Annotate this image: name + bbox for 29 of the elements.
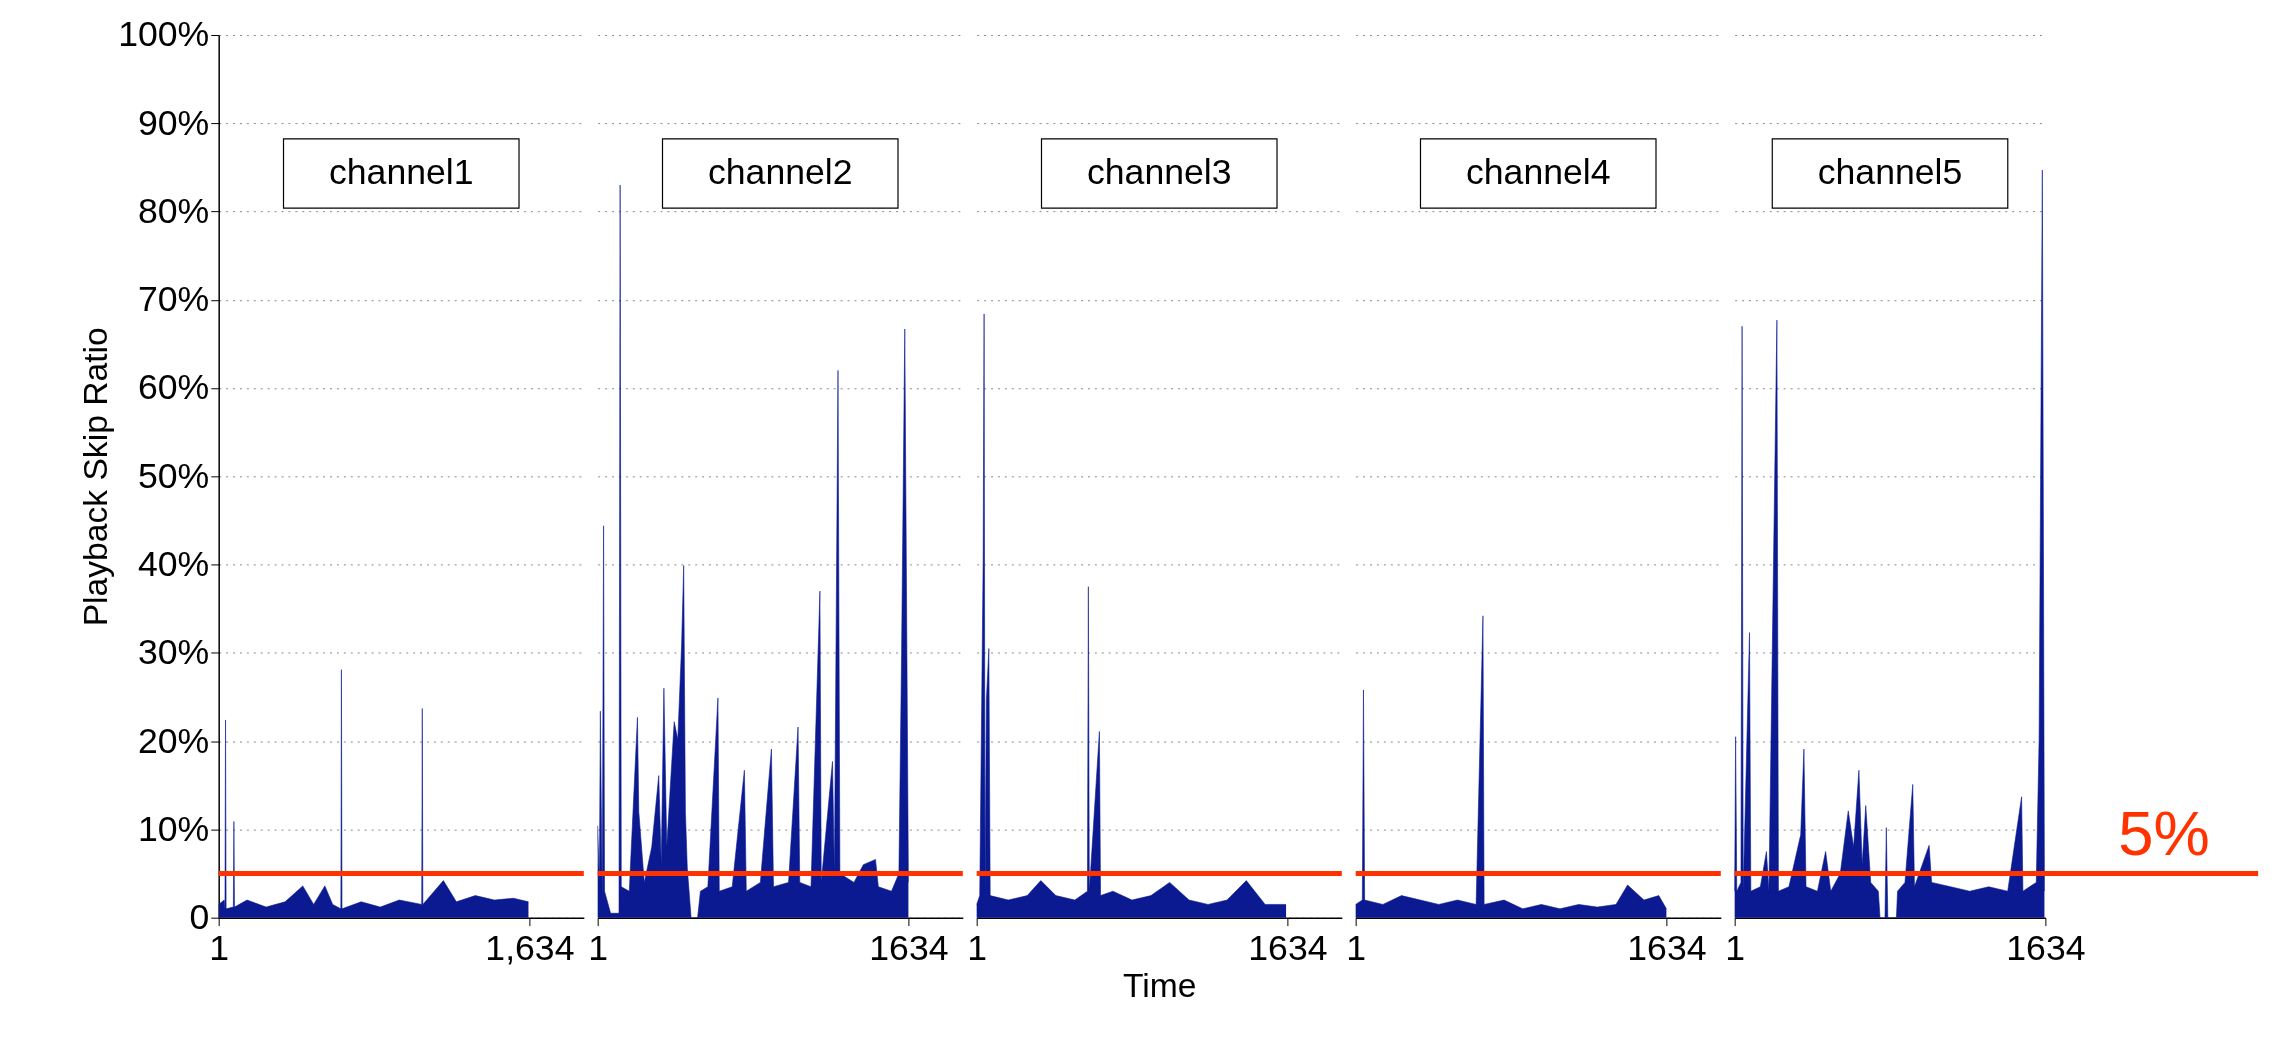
- y-tick-label: 20%: [138, 720, 210, 761]
- x-tick-label: 1: [588, 927, 609, 968]
- annotation: channel5: [1817, 152, 1963, 193]
- y-tick-label: 60%: [138, 367, 210, 408]
- annotation: channel2: [707, 152, 853, 193]
- x-tick-label: 1634: [869, 927, 949, 968]
- x-tick-label: 1634: [1627, 927, 1707, 968]
- annotation: channel4: [1465, 152, 1611, 193]
- x-tick-label: 1: [967, 927, 988, 968]
- annotation: channel1: [328, 152, 474, 193]
- x-tick-label: 1: [209, 927, 230, 968]
- ref-line-label: 5%: [2118, 797, 2210, 868]
- x-tick-label: 1,634: [485, 927, 575, 968]
- x-tick-label: 1634: [2006, 927, 2086, 968]
- y-tick-label: 100%: [118, 14, 210, 55]
- annotation: channel3: [1086, 152, 1232, 193]
- y-tick-label: 70%: [138, 279, 210, 320]
- y-tick-label: 90%: [138, 102, 210, 143]
- x-tick-label: 1: [1725, 927, 1746, 968]
- x-axis-title: Time: [1123, 967, 1197, 1005]
- y-tick-label: 80%: [138, 190, 210, 231]
- y-tick-label: 30%: [138, 632, 210, 673]
- y-tick-label: 50%: [138, 455, 210, 496]
- y-axis-title: Playback Skip Ratio: [77, 327, 115, 627]
- y-tick-label: 40%: [138, 544, 210, 584]
- x-tick-label: 1634: [1248, 927, 1328, 968]
- y-tick-label: 0: [189, 897, 210, 938]
- y-tick-label: 10%: [138, 808, 210, 849]
- x-tick-label: 1: [1346, 927, 1367, 968]
